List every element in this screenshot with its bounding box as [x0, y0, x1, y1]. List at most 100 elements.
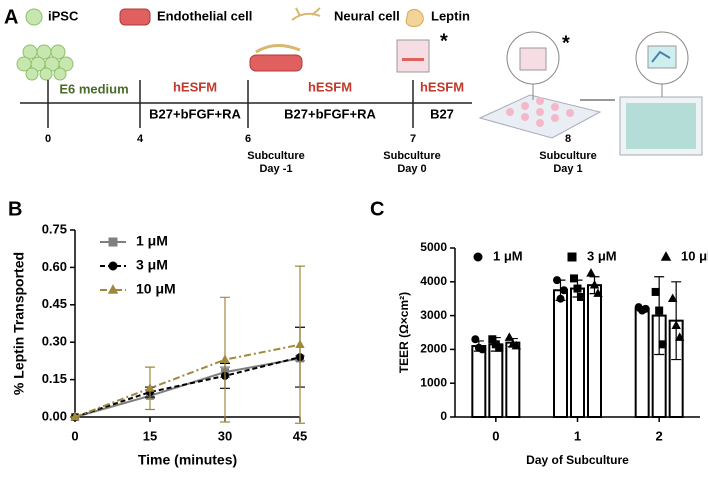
y-tick-label: 0.60	[42, 259, 67, 274]
subculture: Day 0	[397, 163, 426, 175]
subculture: Subculture	[539, 150, 596, 162]
x-tick-label: 0	[71, 428, 78, 443]
x-tick-label: 2	[656, 428, 663, 443]
replicate-point	[478, 345, 487, 354]
y-tick-label: 0.00	[42, 408, 67, 423]
replicate-point	[511, 340, 522, 350]
data-point	[295, 339, 305, 348]
bar	[570, 287, 585, 418]
neural-icon	[291, 7, 321, 21]
bar	[471, 345, 487, 418]
medium: hESFM	[173, 79, 217, 94]
replicate-point	[667, 293, 678, 302]
replicate-point	[471, 335, 480, 344]
legend-marker	[108, 261, 118, 271]
endothelial-icon	[119, 8, 151, 26]
legend-text: 10 μM	[681, 248, 708, 263]
replicate-point	[641, 304, 650, 313]
replicate-point	[504, 332, 515, 341]
y-tick-label: 3000	[420, 308, 447, 322]
legend-marker	[660, 251, 672, 261]
panel-label: A	[4, 6, 18, 28]
y-tick-label: 2000	[420, 342, 447, 356]
subculture: Day 1	[553, 163, 582, 175]
timepoint: 7	[410, 133, 416, 145]
y-tick-label: 0.15	[42, 371, 67, 386]
replicate-point	[556, 294, 565, 303]
x-tick-label: 45	[293, 428, 307, 443]
y-axis-label: TEER (Ω×cm²)	[397, 292, 411, 373]
y-tick-label: 1000	[420, 375, 447, 389]
replicate-point	[577, 293, 585, 302]
bar	[553, 289, 568, 418]
x-tick-label: 0	[492, 428, 499, 443]
legend-text: 3 μM	[136, 257, 168, 273]
subculture: Day -1	[259, 163, 292, 175]
96-well-plate	[619, 31, 703, 156]
replicate-point	[671, 320, 681, 330]
replicate-point	[495, 343, 504, 352]
panel-label: B	[8, 198, 22, 220]
y-tick-label: 0.30	[42, 334, 67, 349]
leptin-icon	[405, 8, 424, 27]
replicate-point	[573, 284, 582, 293]
replicate-point	[586, 268, 596, 277]
legend-text: 1 μM	[493, 248, 523, 263]
medium: E6 medium	[59, 81, 128, 96]
replicate-point	[553, 276, 561, 285]
x-axis-label: Day of Subculture	[526, 453, 629, 467]
x-tick-label: 15	[143, 428, 157, 443]
legend-marker	[567, 252, 577, 262]
asterisk: *	[562, 32, 570, 54]
timepoint: 6	[245, 133, 251, 145]
data-point	[145, 383, 155, 392]
medium: hESFM	[420, 79, 464, 94]
asterisk: *	[440, 30, 448, 52]
subculture: Subculture	[247, 150, 304, 162]
supplement: B27+bFGF+RA	[149, 106, 241, 121]
series-line	[74, 356, 301, 418]
x-tick-label: 1	[574, 428, 581, 443]
legend-marker	[107, 284, 119, 294]
replicate-point	[570, 274, 578, 283]
timepoint: 8	[565, 133, 571, 145]
bar	[488, 343, 504, 418]
timepoint: 0	[45, 133, 51, 145]
y-tick-label: 0.75	[42, 221, 67, 236]
endothelial-neural-icon	[249, 44, 303, 72]
panel-label: C	[370, 198, 384, 220]
y-tick-label: 0	[440, 409, 447, 423]
supplement: B27+bFGF+RA	[284, 106, 376, 121]
y-axis-label: % Leptin Transported	[11, 252, 27, 395]
replicate-point	[560, 286, 568, 295]
data-point	[220, 354, 230, 363]
replicate-point	[651, 287, 660, 296]
y-tick-label: 4000	[420, 274, 447, 288]
timeline-dividers	[47, 80, 414, 128]
supplement: B27	[430, 106, 454, 121]
y-tick-label: 5000	[420, 240, 447, 254]
replicate-point	[674, 332, 685, 341]
bar	[505, 341, 521, 419]
replicate-point	[589, 279, 600, 289]
timepoint: 4	[137, 133, 144, 145]
replicate-point	[655, 306, 664, 315]
transwell-icon	[396, 39, 430, 73]
bar	[634, 307, 650, 418]
legend-text: 3 μM	[587, 248, 617, 263]
legend-marker	[473, 252, 483, 262]
medium: hESFM	[308, 79, 352, 94]
x-tick-label: 30	[218, 428, 232, 443]
legend-text: 10 μM	[136, 281, 176, 297]
replicate-point	[658, 340, 667, 349]
subculture: Subculture	[383, 150, 440, 162]
legend-text: Endothelial cell	[157, 8, 252, 23]
legend-text: iPSC	[48, 8, 79, 23]
series-line	[74, 357, 301, 418]
legend-text: 1 μM	[136, 233, 168, 249]
data-point	[70, 411, 80, 421]
legend-text: Leptin	[431, 8, 470, 23]
ipsc-cluster	[16, 44, 74, 81]
replicate-point	[593, 288, 603, 297]
